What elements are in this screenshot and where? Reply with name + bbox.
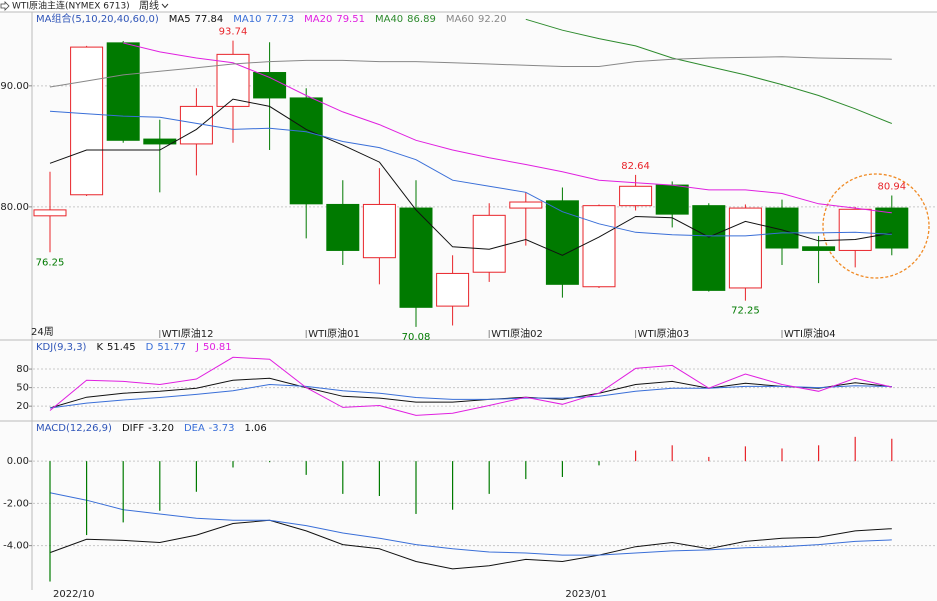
x-tick-label: 2023/01 [565,589,607,600]
legend-name: MA40 [375,14,403,25]
indicator-line [49,56,892,88]
y-tick-label: 80 [16,364,29,375]
candle-body [619,185,653,207]
legend-value: -3.73 [209,423,235,434]
candle-body [838,208,872,251]
candle-body [582,205,616,288]
candle-body [545,200,579,285]
indicator-line [49,519,892,570]
x-tick-label: WTI原油02 [491,327,543,340]
candle-body [179,105,213,145]
candle-body [802,246,836,251]
legend-name: MA5 [169,14,191,25]
candle-body [33,209,67,217]
y-tick-label: -2.00 [3,498,29,509]
candle-body [362,203,396,259]
legend-value: 92.20 [478,14,507,25]
legend-value: 86.89 [407,14,436,25]
toolbar [0,0,937,12]
legend-value: 51.77 [157,342,186,353]
candle-body [472,214,506,273]
y-tick-label: -4.00 [3,541,29,552]
indicator-line [49,110,892,237]
indicator-line [49,377,892,409]
legend-name: D [146,342,154,353]
indicator-line [49,98,892,256]
corner-label: 24周 [31,326,54,338]
legend-title[interactable]: MA组合(5,10,20,40,60,0) [36,12,159,25]
indicator-line [123,42,892,214]
legend-value: 51.45 [107,342,136,353]
candle-body [655,184,689,215]
legend: MA组合(5,10,20,40,60,0) MA5 77.84 MA10 77.73 MA… [36,12,507,25]
legend-value: -3.20 [148,423,174,434]
indicator-line [525,18,892,124]
period-selector[interactable]: 周线 [139,0,159,12]
legend-title[interactable]: MACD(12,26,9) [36,423,112,434]
instrument-title[interactable]: WTI原油主连(NYMEX 6713) [12,0,130,12]
y-tick-label: 80.00 [0,202,29,213]
extreme-label: 80.94 [877,181,906,192]
extreme-label: 82.64 [621,161,650,172]
legend-title[interactable]: KDJ(9,3,3) [36,342,87,353]
y-tick-label: 90.00 [0,81,29,92]
highlight-circle [822,173,930,279]
extreme-label: 72.25 [731,306,760,317]
legend: MACD(12,26,9) DIFF -3.20 DEA -3.73 1.06 [36,423,267,434]
legend: KDJ(9,3,3) K 51.45 D 51.77 J 50.81 [36,342,232,353]
candle-body [326,203,360,251]
candle-body [509,201,543,209]
legend-value: 77.84 [195,14,224,25]
legend-value: 50.81 [203,342,232,353]
extreme-label: 70.08 [402,332,431,343]
candle-body [70,46,104,196]
candle-body [728,207,762,289]
y-tick-label: 0.00 [7,456,29,467]
y-tick-label: 20 [16,401,29,412]
legend-name: DIFF [122,423,144,434]
legend-name: K [96,342,103,353]
extreme-label: 93.74 [219,27,248,38]
legend-name: MA60 [446,14,474,25]
legend-name: DEA [184,423,205,434]
y-tick-label: 50 [16,383,29,394]
legend-value: 1.06 [245,423,267,434]
indicator-line [49,383,892,409]
indicator-line [49,356,892,416]
indicator-line [49,492,892,556]
candle-body [399,207,433,308]
candle-body [436,272,470,307]
candle-body [692,205,726,291]
period-dropdown-arrow[interactable] [161,3,169,9]
x-tick-label: 2022/10 [53,589,95,600]
x-tick-label: WTI原油01 [308,327,360,340]
legend-name: MA20 [304,14,332,25]
candle-body [106,42,140,141]
legend-value: 77.73 [265,14,294,25]
legend-name: J [195,342,199,353]
x-tick-label: WTI原油12 [162,327,214,340]
candle-body [765,207,799,249]
x-tick-label: WTI原油04 [784,327,836,340]
candle-body [875,207,909,249]
legend-value: 79.51 [336,14,365,25]
candle-body [289,97,323,205]
extreme-label: 76.25 [36,257,65,268]
candle-body [253,72,287,99]
toolbar-icon[interactable] [0,1,10,11]
x-tick-label: WTI原油03 [638,327,690,340]
legend-name: MA10 [233,14,261,25]
